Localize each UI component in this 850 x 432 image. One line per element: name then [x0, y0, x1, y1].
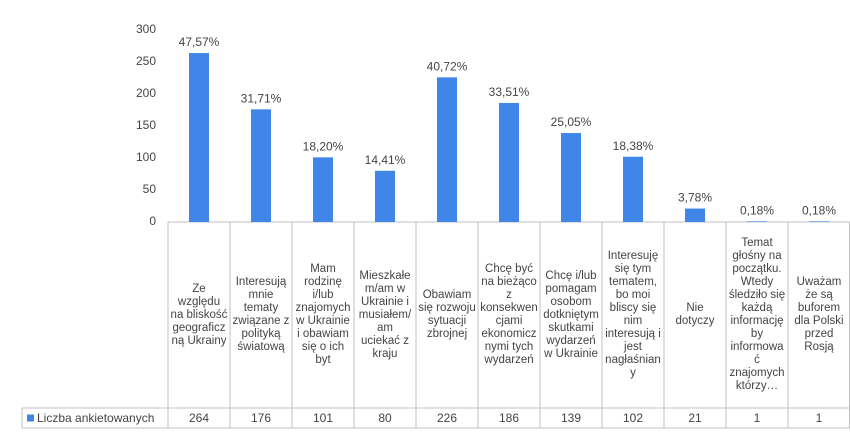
y-tick-label: 150 — [136, 118, 156, 132]
x-tick-label: Temat głośny na początku. Wtedy śledziło… — [728, 237, 786, 392]
x-tick-label: Interesuję się tym tematem, bo moi blisc… — [605, 250, 661, 379]
x-tick-label: Ze względu na bliskość geograficzną Ukra… — [170, 282, 228, 347]
x-tick-label: Uważam że są buforem dla Polski przed Ro… — [794, 276, 844, 353]
category-cell: Chcę i/lub pomagam osobom dotkniętym sku… — [543, 269, 599, 360]
y-tick-label: 50 — [143, 182, 157, 196]
table-value: 101 — [313, 411, 333, 425]
category-cell: Nie dotyczy — [675, 302, 715, 327]
data-label: 14,41% — [365, 153, 406, 167]
y-tick-label: 300 — [136, 22, 156, 36]
y-tick-label: 100 — [136, 150, 156, 164]
data-label: 18,38% — [613, 139, 654, 153]
y-tick-label: 0 — [149, 214, 156, 228]
table-value: 186 — [499, 411, 519, 425]
data-label: 40,72% — [427, 60, 468, 74]
table-value: 21 — [688, 411, 702, 425]
bar — [623, 156, 643, 222]
x-tick-label: Chcę i/lub pomagam osobom dotkniętym sku… — [543, 269, 599, 360]
bar — [313, 157, 333, 222]
table-value: 139 — [561, 411, 581, 425]
category-cell: Ze względu na bliskość geograficzną Ukra… — [170, 282, 228, 347]
bar — [809, 221, 829, 222]
x-tick-label: Nie dotyczy — [675, 302, 715, 327]
category-cell: Interesuję się tym tematem, bo moi blisc… — [605, 250, 661, 379]
bar — [747, 221, 767, 222]
table-value: 1 — [816, 411, 823, 425]
category-cell: Interesują mnie tematy związane z polity… — [232, 276, 290, 353]
x-tick-label: Chcę być na bieżąco z konsekwencjami eko… — [480, 263, 538, 366]
table-value: 176 — [251, 411, 271, 425]
y-tick-label: 250 — [136, 54, 156, 68]
data-label: 31,71% — [241, 92, 282, 106]
data-label: 33,51% — [489, 85, 530, 99]
bar — [251, 109, 271, 222]
bar — [685, 208, 705, 222]
data-label: 25,05% — [551, 115, 592, 129]
x-tick-label: Obawiam się rozwoju sytuacji zbrojnej — [418, 289, 476, 340]
data-label: 47,57% — [179, 35, 220, 49]
bar — [375, 170, 395, 222]
data-label: 3,78% — [678, 191, 712, 205]
bar — [437, 77, 457, 222]
category-cell: Temat głośny na początku. Wtedy śledziło… — [728, 237, 786, 392]
bar — [499, 102, 519, 222]
category-cell: Obawiam się rozwoju sytuacji zbrojnej — [418, 289, 476, 340]
y-tick-label: 200 — [136, 86, 156, 100]
data-label: 0,18% — [802, 204, 836, 218]
bar — [189, 53, 209, 222]
category-cell: Uważam że są buforem dla Polski przed Ro… — [794, 276, 844, 353]
category-cell: Chcę być na bieżąco z konsekwencjami eko… — [480, 263, 538, 366]
legend-label: Liczba ankietowanych — [37, 411, 154, 425]
x-tick-label: Mieszkałem/am w Ukrainie i musiałem/am u… — [358, 269, 412, 360]
bar — [561, 133, 581, 222]
table-value: 80 — [378, 411, 392, 425]
table-value: 102 — [623, 411, 643, 425]
data-label: 18,20% — [303, 140, 344, 154]
legend-swatch — [27, 414, 34, 422]
data-label: 0,18% — [740, 204, 774, 218]
table-value: 264 — [189, 411, 209, 425]
category-cell: Mam rodzinę i/lub znajomych w Ukrainie i… — [295, 263, 351, 366]
x-tick-label: Interesują mnie tematy związane z polity… — [232, 276, 290, 353]
table-value: 1 — [754, 411, 761, 425]
x-tick-label: Mam rodzinę i/lub znajomych w Ukrainie i… — [295, 263, 351, 366]
table-value: 226 — [437, 411, 457, 425]
category-cell: Mieszkałem/am w Ukrainie i musiałem/am u… — [358, 269, 412, 360]
